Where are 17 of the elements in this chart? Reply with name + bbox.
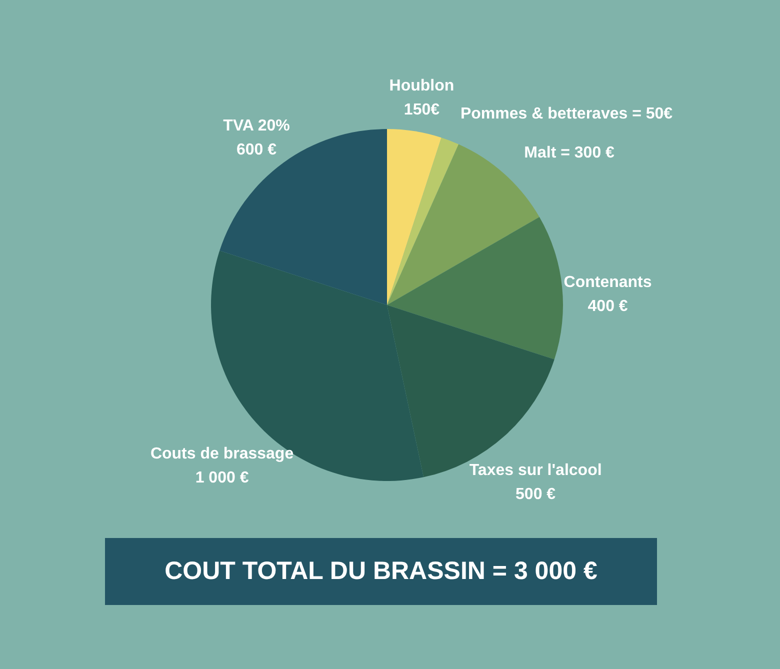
data-label: 1 000 € — [195, 470, 249, 487]
slice-label: TVA 20% — [223, 117, 290, 134]
pie-slice — [387, 217, 563, 360]
slice-label: Taxes sur l'alcool — [469, 462, 602, 479]
data-label: 500 € — [516, 486, 556, 503]
slice-label: Houblon — [389, 78, 454, 95]
text: COUT TOTAL DU BRASSIN = 3 000 € — [105, 538, 657, 605]
data-label: 600 € — [236, 141, 277, 158]
pie-slice — [387, 138, 459, 305]
data-label: 150€ — [404, 102, 440, 119]
pie-slice — [387, 129, 442, 305]
pie-slice — [220, 129, 387, 305]
slice-label: Contenants — [564, 274, 652, 291]
slice-label: Malt = 300 € — [524, 144, 615, 162]
slice-label: Pommes & betteraves = 50€ — [460, 106, 673, 123]
data-label: 400 € — [588, 298, 628, 315]
slice-label: Couts de brassage — [150, 446, 294, 463]
